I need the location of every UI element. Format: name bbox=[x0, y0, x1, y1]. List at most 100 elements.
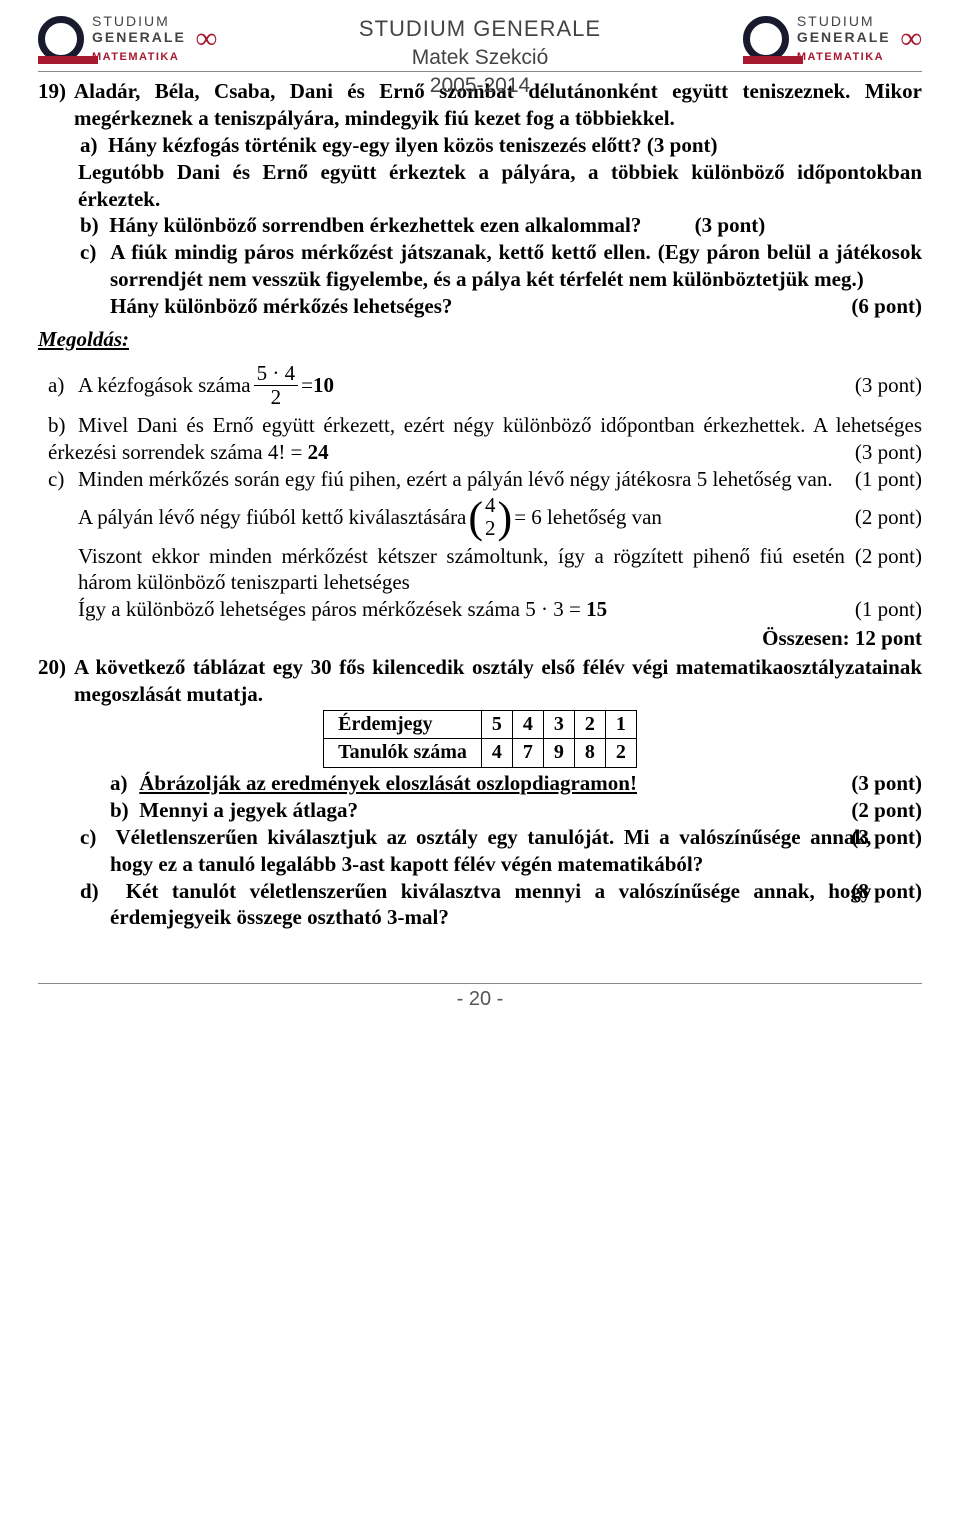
binom-k: 2 bbox=[485, 517, 496, 540]
sol-c2-points: (2 pont) bbox=[855, 504, 922, 531]
p20-a-points: (3 pont) bbox=[851, 770, 922, 797]
p20-intro: 20) A következő táblázat egy 30 fős kile… bbox=[38, 654, 922, 708]
sol-c1-text: Minden mérkőzés során egy fiú pihen, ezé… bbox=[78, 467, 833, 491]
sol-b: b)Mivel Dani és Ernő együtt érkezett, ez… bbox=[38, 412, 922, 466]
sol-c-line2: A pályán lévő négy fiúból kettő kiválasz… bbox=[38, 494, 922, 540]
binomial: ( 4 2 ) bbox=[468, 494, 512, 540]
p20-d-label: d) bbox=[80, 879, 99, 903]
sol-b-result: 24 bbox=[308, 440, 329, 464]
logo-right: STUDIUM GENERALE MATEMATIKA ∞ bbox=[743, 14, 922, 63]
sol-c3-points: (2 pont) bbox=[845, 543, 922, 570]
p19-b-text: Hány különböző sorrendben érkezhettek ez… bbox=[109, 213, 641, 237]
infinity-icon: ∞ bbox=[901, 24, 922, 54]
p19-b-points: (3 pont) bbox=[695, 213, 766, 237]
logo-text: STUDIUM GENERALE MATEMATIKA bbox=[92, 14, 186, 63]
logo-generale: GENERALE bbox=[797, 30, 891, 44]
logo-studium: STUDIUM bbox=[92, 14, 186, 28]
p19-b-label: b) bbox=[80, 213, 99, 237]
p20-a-label: a) bbox=[110, 770, 134, 797]
logo-text: STUDIUM GENERALE MATEMATIKA bbox=[797, 14, 891, 63]
title-line3: 2005-2014 bbox=[359, 72, 601, 100]
p20-a: a) Ábrázolják az eredmények eloszlását o… bbox=[38, 770, 922, 797]
p19-a-points: (3 pont) bbox=[647, 133, 718, 157]
title-line2: Matek Szekció bbox=[359, 44, 601, 72]
paren-right-icon: ) bbox=[498, 500, 513, 535]
cell: 8 bbox=[574, 739, 605, 768]
sol-b-math: 4! = bbox=[268, 440, 308, 464]
sol-c4-text: Így a különböző lehetséges páros mérkőzé… bbox=[78, 597, 586, 621]
cell: 2 bbox=[605, 739, 636, 768]
p19-a-label: a) bbox=[80, 133, 98, 157]
p20-c-text: Véletlenszerűen kiválasztjuk az osztály … bbox=[110, 825, 871, 876]
cell: 9 bbox=[543, 739, 574, 768]
p20-c: (3 pont) c) Véletlenszerűen kiválasztjuk… bbox=[38, 824, 922, 878]
cell: 3 bbox=[543, 710, 574, 739]
p19-a-text: Hány kézfogás történik egy-egy ilyen köz… bbox=[108, 133, 642, 157]
sol-a-points: (3 pont) bbox=[855, 372, 922, 399]
p19-c-question: Hány különböző mérkőzés lehetséges? (6 p… bbox=[38, 293, 922, 320]
sol-b-points: (3 pont) bbox=[845, 439, 922, 466]
table-row: Érdemjegy 5 4 3 2 1 bbox=[324, 710, 637, 739]
sol-a: a) A kézfogások száma 5 · 4 2 = 10 (3 po… bbox=[38, 363, 922, 408]
cell: 7 bbox=[512, 739, 543, 768]
p19-b: b) Hány különböző sorrendben érkezhettek… bbox=[38, 212, 922, 239]
sol-c-letter: c) bbox=[48, 466, 78, 493]
p20-c-label: c) bbox=[80, 825, 96, 849]
page-header: STUDIUM GENERALE MATEMATIKA ∞ STUDIUM GE… bbox=[38, 14, 922, 63]
p20-b-text: Mennyi a jegyek átlaga? bbox=[139, 798, 358, 822]
solution-heading: Megoldás: bbox=[38, 326, 922, 353]
p19-number: 19) bbox=[38, 78, 74, 132]
p19-a: a) Hány kézfogás történik egy-egy ilyen … bbox=[38, 132, 922, 159]
sol-a-result: 10 bbox=[313, 372, 334, 399]
sol-c2-pre: A pályán lévő négy fiúból kettő kiválasz… bbox=[78, 504, 466, 531]
p19-interlude: Legutóbb Dani és Ernő együtt érkeztek a … bbox=[38, 159, 922, 213]
p20-intro-text: A következő táblázat egy 30 fős kilenced… bbox=[74, 654, 922, 708]
sol-c-line1: (1 pont) c)Minden mérkőzés során egy fiú… bbox=[38, 466, 922, 493]
sol-c4-result: 15 bbox=[586, 597, 607, 621]
sol-c1-points: (1 pont) bbox=[845, 466, 922, 493]
header-title: STUDIUM GENERALE Matek Szekció 2005-2014 bbox=[359, 14, 601, 100]
sol-b-text: Mivel Dani és Ernő együtt érkezett, ezér… bbox=[48, 413, 922, 464]
sol-a-fraction: 5 · 4 2 bbox=[254, 363, 299, 408]
p20-d-points: (8 pont) bbox=[871, 878, 922, 905]
p20-b-points: (2 pont) bbox=[851, 797, 922, 824]
cell: 5 bbox=[481, 710, 512, 739]
logo-studium: STUDIUM bbox=[797, 14, 891, 28]
cell: 2 bbox=[574, 710, 605, 739]
p19-c-q: Hány különböző mérkőzés lehetséges? bbox=[110, 293, 452, 320]
infinity-icon: ∞ bbox=[196, 24, 217, 54]
grade-table: Érdemjegy 5 4 3 2 1 Tanulók száma 4 7 9 … bbox=[323, 710, 637, 768]
frac-den: 2 bbox=[254, 386, 299, 408]
sol-a-eq: = bbox=[301, 372, 313, 399]
sol-c3-text: Viszont ekkor minden mérkőzést kétszer s… bbox=[78, 544, 845, 595]
sol-c2-post: = 6 lehetőség van bbox=[514, 504, 662, 531]
p19-c-text: A fiúk mindig páros mérkőzést játszanak,… bbox=[110, 240, 922, 291]
p19-c: c) A fiúk mindig páros mérkőzést játszan… bbox=[38, 239, 922, 293]
logo-subject: MATEMATIKA bbox=[92, 52, 186, 63]
p20-a-text: Ábrázolják az eredmények eloszlását oszl… bbox=[139, 771, 637, 795]
problem-20: 20) A következő táblázat egy 30 fős kile… bbox=[38, 654, 922, 931]
p20-c-points: (3 pont) bbox=[871, 824, 922, 851]
p20-number: 20) bbox=[38, 654, 74, 708]
solution-19: a) A kézfogások száma 5 · 4 2 = 10 (3 po… bbox=[38, 363, 922, 652]
logo-left: STUDIUM GENERALE MATEMATIKA ∞ bbox=[38, 14, 217, 63]
p20-d-text: Két tanulót véletlenszerűen kiválasztva … bbox=[110, 879, 871, 930]
problem-19: 19) Aladár, Béla, Csaba, Dani és Ernő sz… bbox=[38, 78, 922, 320]
sol-b-letter: b) bbox=[48, 412, 78, 439]
logo-generale: GENERALE bbox=[92, 30, 186, 44]
title-line1: STUDIUM GENERALE bbox=[359, 14, 601, 44]
p19-c-points: (6 pont) bbox=[851, 293, 922, 320]
paren-left-icon: ( bbox=[468, 500, 483, 535]
logo-subject: MATEMATIKA bbox=[797, 52, 891, 63]
p20-d: (8 pont) d) Két tanulót véletlenszerűen … bbox=[38, 878, 922, 932]
binom-n: 4 bbox=[485, 494, 496, 517]
p19-c-label: c) bbox=[80, 240, 96, 264]
p20-b: b) Mennyi a jegyek átlaga? (2 pont) bbox=[38, 797, 922, 824]
p20-b-label: b) bbox=[110, 797, 134, 824]
row2-head: Tanulók száma bbox=[324, 739, 482, 768]
sol-c4-points: (1 pont) bbox=[855, 596, 922, 623]
sol-total: Összesen: 12 pont bbox=[38, 625, 922, 652]
cell: 1 bbox=[605, 710, 636, 739]
sol-a-text: A kézfogások száma bbox=[78, 372, 251, 399]
cell: 4 bbox=[481, 739, 512, 768]
